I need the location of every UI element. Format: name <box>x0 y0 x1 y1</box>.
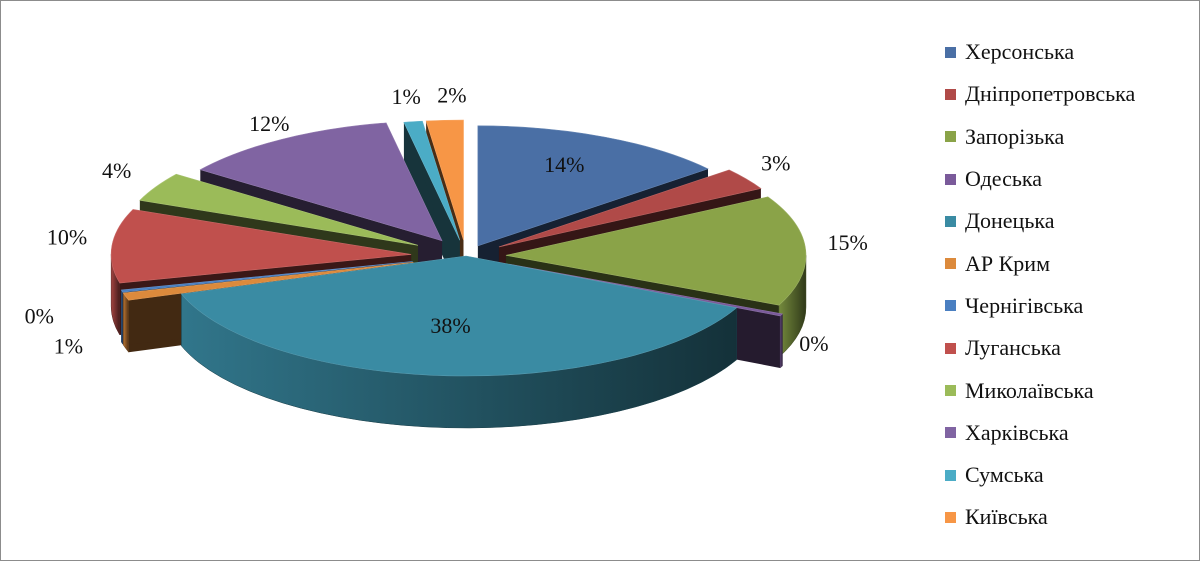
pie-tops <box>110 119 807 377</box>
legend-swatch <box>945 469 956 481</box>
pie-slice-8 <box>139 173 419 246</box>
slice-label-9: 12% <box>249 111 289 136</box>
legend-item: Харківська <box>945 412 1195 454</box>
legend-swatch <box>945 342 956 354</box>
slice-side-6-0 <box>121 289 123 346</box>
legend-label: Донецька <box>965 208 1055 234</box>
legend-item: Луганська <box>945 327 1195 369</box>
legend-label: Херсонська <box>965 39 1075 65</box>
pie-slice-5 <box>122 262 414 301</box>
pie-slice-0 <box>477 125 709 247</box>
legend-item: Сумська <box>945 454 1195 496</box>
legend-item: Київська <box>945 496 1195 538</box>
pie-slice-6 <box>120 261 413 293</box>
legend-swatch <box>945 131 956 143</box>
slice-label-4: 38% <box>430 313 470 338</box>
slice-label-6: 0% <box>25 304 54 329</box>
legend-label: Чернігівська <box>965 292 1084 318</box>
pie-slice-4 <box>180 255 738 377</box>
legend-item: Запорізька <box>945 116 1195 158</box>
slice-label-0: 14% <box>544 152 584 177</box>
slice-label-5: 1% <box>54 334 83 359</box>
legend-label: Харківська <box>965 419 1069 445</box>
pie-slice-3 <box>509 263 784 317</box>
slice-wall-10-0 <box>403 122 460 293</box>
pie-slice-7 <box>110 209 412 284</box>
legend-swatch <box>945 385 956 397</box>
legend-swatch <box>945 88 956 100</box>
legend-swatch <box>945 46 956 58</box>
legend-swatch <box>945 511 956 523</box>
slice-label-3: 0% <box>799 331 828 356</box>
legend-label: Київська <box>965 504 1048 530</box>
legend-swatch <box>945 215 956 227</box>
legend-label: Дніпропетровська <box>965 81 1136 107</box>
legend-item: АР Крим <box>945 242 1195 284</box>
legend-swatch <box>945 427 956 439</box>
legend-label: АР Крим <box>965 250 1050 276</box>
pie-slice-1 <box>498 169 762 248</box>
pie-slice-2 <box>505 196 807 306</box>
legend-item: Миколаївська <box>945 369 1195 411</box>
slice-label-1: 3% <box>761 151 790 176</box>
slice-side-5-0 <box>123 292 129 353</box>
legend-item: Дніпропетровська <box>945 73 1195 115</box>
legend-label: Луганська <box>965 335 1061 361</box>
legend-label: Запорізька <box>965 123 1065 149</box>
legend-item: Одеська <box>945 158 1195 200</box>
slice-label-7: 10% <box>47 225 87 250</box>
slice-label-11: 2% <box>437 82 466 107</box>
pie-slice-9 <box>199 122 443 242</box>
legend-swatch <box>945 173 956 185</box>
legend-label: Одеська <box>965 166 1043 192</box>
legend-item: Донецька <box>945 200 1195 242</box>
slice-label-8: 4% <box>102 158 131 183</box>
pie-labels: 14% 3%15%0%38%1%0%10%4%12%1% 2% <box>25 82 868 358</box>
slice-label-10: 1% <box>391 84 420 109</box>
legend-label: Сумська <box>965 462 1044 488</box>
pie-chart: 14% 3%15%0%38%1%0%10%4%12%1% 2% <box>25 82 868 429</box>
pie-slice-11 <box>425 119 464 241</box>
legend-swatch <box>945 258 956 270</box>
legend-label: Миколаївська <box>965 377 1094 403</box>
chart-legend: Херсонська Дніпропетровська Запорізька Одес… <box>945 31 1195 539</box>
slice-side-3-0 <box>779 313 783 369</box>
legend-item: Херсонська <box>945 31 1195 73</box>
slice-label-2: 15% <box>828 230 868 255</box>
pie-slice-10 <box>403 120 461 241</box>
legend-swatch <box>945 300 956 312</box>
legend-item: Чернігівська <box>945 285 1195 327</box>
